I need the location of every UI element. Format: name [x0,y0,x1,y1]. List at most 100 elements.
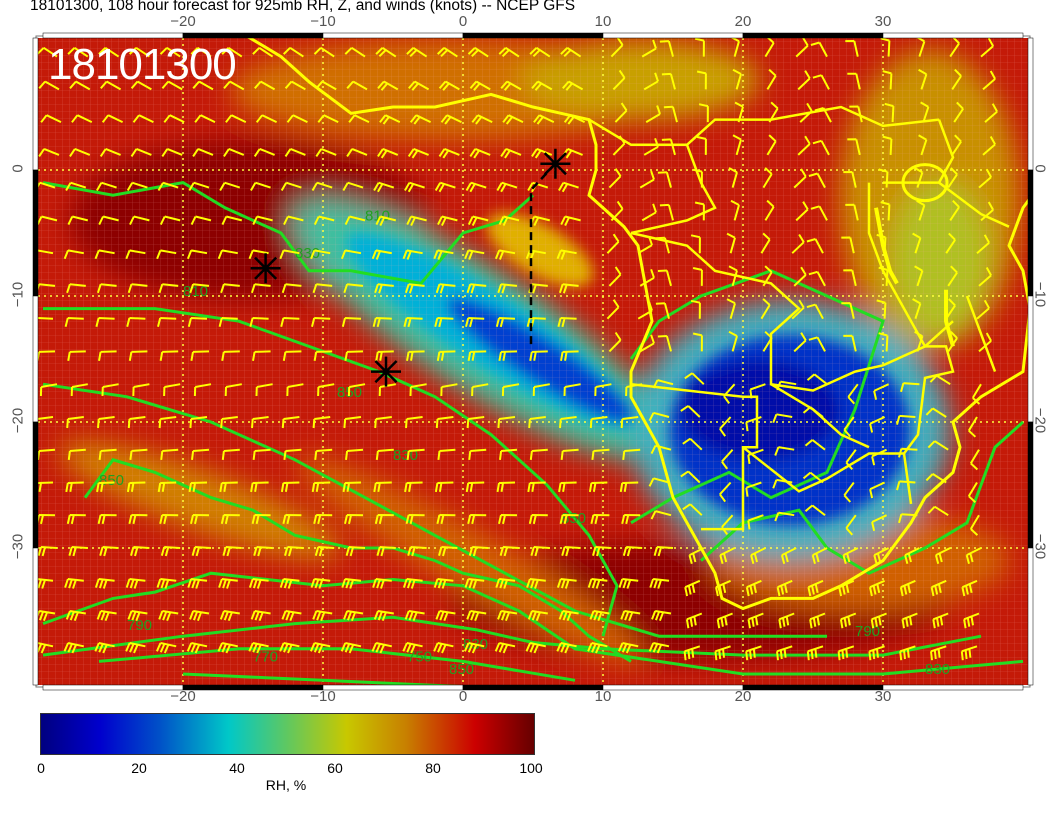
wind-barb [314,546,335,557]
wind-barb [870,612,887,629]
wind-barb [194,114,216,124]
wind-barb [280,181,302,191]
wind-barb [126,481,146,493]
wind-barb [468,546,489,557]
wind-barb [434,317,454,328]
wind-barb [309,642,331,654]
wind-barb [378,383,396,397]
wind-barb [747,448,764,465]
wind-barb [377,147,399,159]
wind-barb [436,350,456,361]
wind-barb [808,172,826,189]
wind-barb [639,170,655,189]
wind-barb [951,134,962,156]
wind-barb [878,332,889,352]
wind-barb [372,578,392,589]
wind-barb [311,317,331,327]
wind-barb [343,416,362,429]
wind-barb [280,317,300,327]
wind-barb [558,181,579,193]
axis-scale-bar [882,32,1024,39]
wind-barb [313,215,335,226]
wind-barb [127,416,146,429]
wind-barb [160,546,181,557]
wind-barbs [38,38,998,661]
wind-barb [723,383,736,404]
wind-barb [745,645,762,661]
wind-barb [916,199,926,221]
wind-barb [694,201,705,221]
wind-barb [772,478,793,489]
wind-barb [467,46,489,58]
wind-barb [969,449,980,471]
wind-barb [873,547,890,565]
wind-barb [901,612,918,629]
country-border [630,231,954,392]
wind-barb [96,610,117,622]
wind-barb [560,215,581,227]
wind-barb [434,481,454,493]
wind-barb [317,114,339,124]
wind-barb [284,80,306,91]
wind-barb [873,383,890,400]
axis-scale-bar [602,684,744,691]
wind-barb [192,147,214,157]
wind-barb [286,114,308,124]
wind-barb [66,283,86,294]
axis-scale-bar [182,32,324,39]
wind-barb [440,114,462,125]
axis-scale-bar [462,684,604,691]
wind-barb [682,437,703,451]
wind-barb [159,46,181,58]
lake-tanganyika [874,207,899,285]
wind-barb [344,215,366,226]
wind-barb [898,447,918,458]
wind-barb [501,383,520,397]
wind-barb [251,514,271,525]
wind-barb [65,481,84,493]
wind-barb [217,642,239,654]
wind-barb [128,514,148,525]
wind-barb [529,350,548,361]
wind-barb [747,612,764,629]
wind-barb [126,317,146,327]
wind-barb [65,610,86,622]
wind-barb [837,645,855,661]
wind-barb [497,416,516,429]
wind-barb [766,134,777,156]
wind-barb [463,642,485,654]
wind-barb [250,283,271,294]
wind-barb [953,101,964,123]
wind-barb [728,265,738,287]
wind-barb [38,416,54,421]
contour-line [699,420,1025,575]
wind-barb [949,199,960,221]
wind-barb [155,642,177,654]
wind-barb [189,610,210,622]
wind-barb [250,481,269,493]
wind-barb [732,134,742,156]
wind-barb [96,481,115,493]
wind-barb [130,546,150,557]
wind-barb [312,283,333,294]
wind-barb [871,448,888,466]
wind-barb [464,578,485,589]
wind-barb [929,374,951,386]
wind-barb [963,612,980,629]
wind-barb [310,249,331,260]
wind-barb [529,46,551,58]
wind-barb [98,448,117,461]
wind-barb [64,317,84,327]
wind-barb [404,481,423,493]
coastlines-borders [247,38,1028,611]
wind-barb [680,405,701,418]
wind-barb [730,199,740,221]
wind-barb [67,46,89,58]
wind-barb [497,610,518,622]
wind-barb [914,265,924,287]
wind-barb [653,546,674,557]
wind-barb [282,514,302,525]
wind-barb [641,39,657,58]
wind-barb [440,383,458,397]
wind-barb [690,299,701,319]
